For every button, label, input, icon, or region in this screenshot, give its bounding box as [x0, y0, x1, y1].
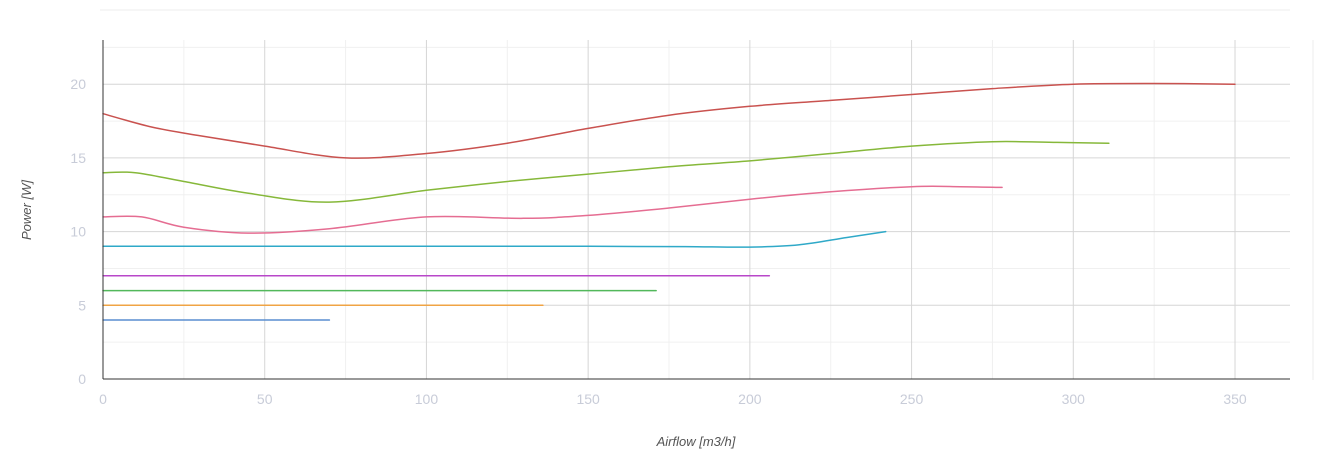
x-tick-labels: 0 50 100 150 200 250 300 350: [99, 391, 1247, 407]
y-tick-label: 10: [70, 224, 86, 240]
x-tick-label: 350: [1223, 391, 1247, 407]
y-tick-labels: 0 5 10 15 20: [70, 76, 86, 387]
series-line-1: [102, 82, 1236, 159]
y-tick-label: 0: [78, 371, 86, 387]
series-line-3: [102, 185, 1003, 234]
minor-grid: [103, 40, 1290, 379]
x-tick-label: 50: [257, 391, 273, 407]
y-tick-label: 20: [70, 76, 86, 92]
x-tick-label: 250: [900, 391, 924, 407]
y-tick-label: 15: [70, 150, 86, 166]
series-layer: [102, 82, 1236, 321]
y-tick-label: 5: [78, 297, 86, 313]
x-tick-label: 300: [1062, 391, 1086, 407]
x-tick-label: 100: [415, 391, 439, 407]
x-tick-label: 0: [99, 391, 107, 407]
series-line-4: [102, 230, 887, 248]
major-grid: [103, 40, 1290, 379]
x-axis-title: Airflow [m3/h]: [656, 434, 736, 449]
series-line-2: [102, 140, 1110, 203]
x-tick-label: 150: [576, 391, 600, 407]
y-axis-title: Power [W]: [19, 180, 34, 240]
axes: [102, 40, 1290, 380]
x-tick-label: 200: [738, 391, 762, 407]
